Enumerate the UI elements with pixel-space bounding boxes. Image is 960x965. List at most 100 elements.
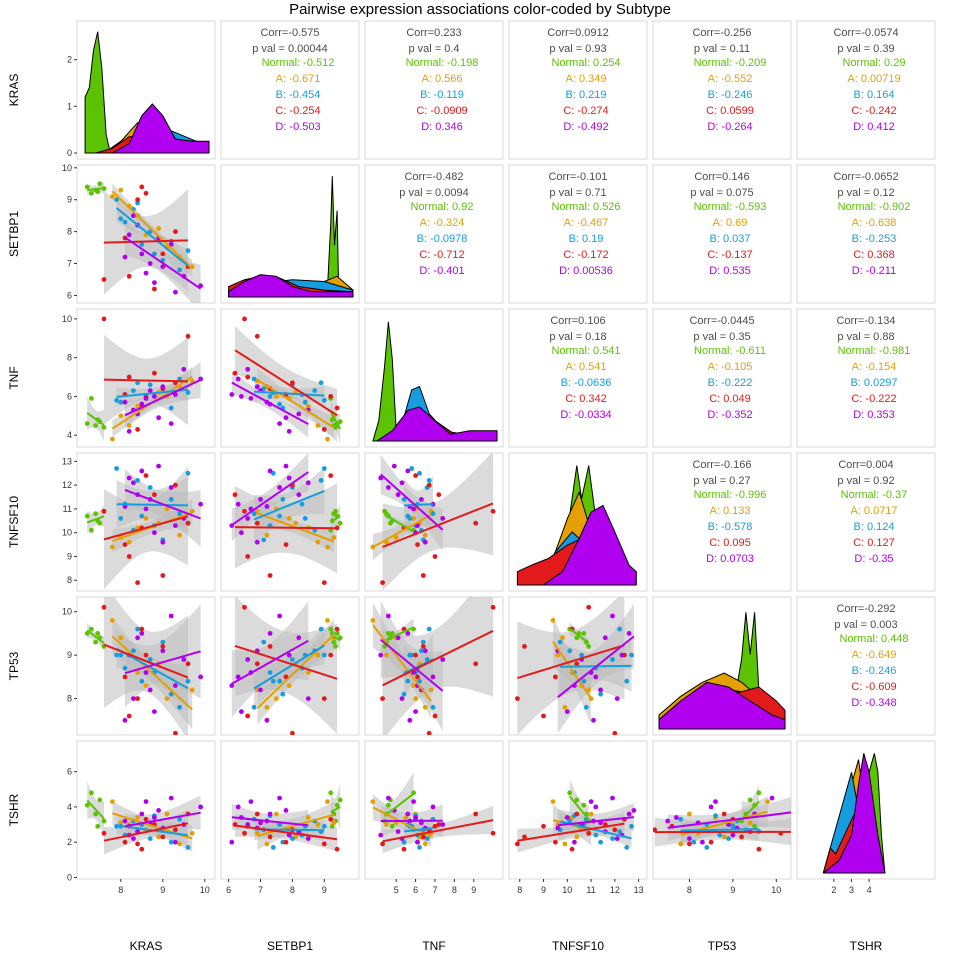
row-label-tnfsf10: TNFSF10 xyxy=(7,496,21,548)
point-a xyxy=(563,705,568,710)
point-a xyxy=(371,618,376,623)
point-a xyxy=(156,226,161,231)
point-a xyxy=(144,516,149,521)
point-d xyxy=(431,805,436,810)
point-d xyxy=(413,709,418,714)
corr-group-normal: Normal: -0.198 xyxy=(406,57,479,69)
corr-group-a: A: -0.105 xyxy=(708,361,753,373)
point-c xyxy=(380,696,385,701)
point-a xyxy=(287,683,292,688)
point-c xyxy=(255,521,260,526)
row-label-tp53: TP53 xyxy=(7,651,21,680)
point-d xyxy=(615,696,620,701)
panel-tnf-setbp1 xyxy=(221,309,359,447)
point-a xyxy=(118,413,123,418)
point-c xyxy=(242,317,247,322)
point-d xyxy=(627,812,632,817)
point-a xyxy=(127,423,132,428)
point-c xyxy=(722,812,727,817)
point-b xyxy=(186,845,191,850)
corr-group-c: C: -0.712 xyxy=(419,249,464,261)
point-b xyxy=(118,653,123,658)
point-normal xyxy=(102,819,107,824)
point-d xyxy=(770,796,775,801)
point-normal xyxy=(586,644,591,649)
panel-tnfsf10-setbp1 xyxy=(221,453,359,591)
chart-title: Pairwise expression associations color-c… xyxy=(289,1,671,18)
point-a xyxy=(551,618,556,623)
point-b xyxy=(169,840,174,845)
panel-tp53-tnfsf10 xyxy=(509,583,647,736)
corr-overall: Corr=0.233 xyxy=(406,27,461,39)
corr-overall: Corr=-0.101 xyxy=(548,171,607,183)
point-d xyxy=(127,476,132,481)
point-d xyxy=(603,635,608,640)
point-d xyxy=(386,614,391,619)
point-c xyxy=(242,831,247,836)
point-d xyxy=(413,815,418,820)
point-a xyxy=(423,533,428,538)
point-c xyxy=(102,605,107,610)
corr-group-normal: Normal: 0.92 xyxy=(411,201,474,213)
corr-group-c: C: -0.609 xyxy=(851,681,896,693)
row-label-kras: KRAS xyxy=(7,74,21,107)
point-normal xyxy=(332,640,337,645)
point-d xyxy=(245,367,250,372)
point-d xyxy=(284,592,289,597)
point-d xyxy=(152,709,157,714)
point-normal xyxy=(757,790,762,795)
point-c xyxy=(491,605,496,610)
corr-group-b: B: -0.578 xyxy=(708,521,753,533)
point-c xyxy=(570,847,575,852)
x-tick-label: 8 xyxy=(687,885,692,895)
point-b xyxy=(678,817,683,822)
point-c xyxy=(123,840,128,845)
panel-tp53-setbp1 xyxy=(221,583,359,736)
point-b xyxy=(319,627,324,632)
point-c xyxy=(553,675,558,680)
point-a xyxy=(722,835,727,840)
point-b xyxy=(177,268,182,273)
point-d xyxy=(131,836,136,841)
point-normal xyxy=(97,798,102,803)
point-b xyxy=(617,627,622,632)
point-b xyxy=(252,377,257,382)
point-c xyxy=(402,847,407,852)
point-b xyxy=(135,627,140,632)
point-c xyxy=(139,185,144,190)
point-d xyxy=(396,829,401,834)
corr-pval: p val = 0.92 xyxy=(837,475,894,487)
fit-line-b xyxy=(117,504,188,505)
point-d xyxy=(198,805,203,810)
point-normal xyxy=(390,824,395,829)
corr-group-d: D: -0.503 xyxy=(275,121,320,133)
point-b xyxy=(123,220,128,225)
point-c xyxy=(233,371,238,376)
point-d xyxy=(148,388,153,393)
point-d xyxy=(296,492,301,497)
point-d xyxy=(236,805,241,810)
point-b xyxy=(261,537,266,542)
point-normal xyxy=(85,421,90,426)
point-a xyxy=(274,812,279,817)
corr-group-c: C: -0.137 xyxy=(707,249,752,261)
point-d xyxy=(284,808,289,813)
corr-group-c: C: 0.127 xyxy=(853,537,895,549)
point-d xyxy=(306,836,311,841)
point-b xyxy=(139,514,144,519)
point-c xyxy=(541,714,546,719)
point-c xyxy=(586,831,591,836)
point-d xyxy=(135,635,140,640)
corr-group-b: B: 0.19 xyxy=(569,233,604,245)
corr-group-a: A: 0.69 xyxy=(713,217,748,229)
point-b xyxy=(186,679,191,684)
point-c xyxy=(284,542,289,547)
point-d xyxy=(731,833,736,838)
point-c xyxy=(135,427,140,432)
point-a xyxy=(316,540,321,545)
